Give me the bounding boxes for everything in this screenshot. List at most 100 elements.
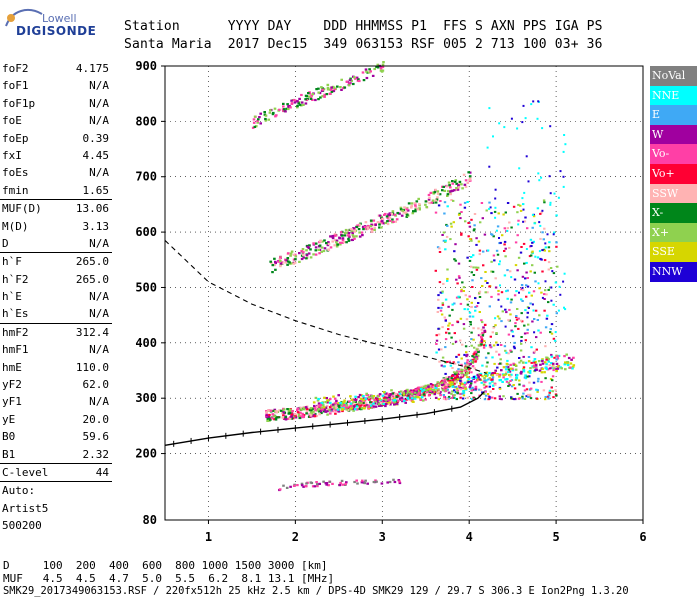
spread-point [444, 298, 448, 301]
spread-point [498, 263, 501, 266]
echo-point [477, 350, 480, 354]
spread-point [443, 212, 446, 215]
spread-point [510, 397, 513, 400]
echo-point [376, 221, 380, 224]
spread-point [550, 323, 554, 326]
echo-point [358, 401, 361, 404]
echo-point [454, 188, 458, 192]
echo-point [357, 396, 360, 399]
spread-point [506, 359, 509, 362]
echo-point [441, 189, 444, 192]
spread-point [540, 211, 543, 214]
spread-point [457, 275, 461, 278]
echo-point [365, 76, 369, 80]
echo-point [453, 382, 456, 385]
spread-point [469, 323, 472, 326]
spread-point [537, 100, 540, 103]
echo-point [474, 388, 477, 391]
echo-point [480, 341, 484, 344]
param-value: 1.65 [82, 183, 110, 197]
spread-point [535, 388, 538, 391]
spread-point [542, 238, 545, 241]
echo-point [563, 355, 566, 358]
echo-point [352, 227, 355, 230]
echo-point [319, 96, 322, 99]
param-label: D [2, 236, 9, 250]
spread-point [481, 321, 484, 324]
echo-point [352, 405, 356, 408]
echo-point [374, 405, 378, 408]
echo-point [445, 378, 448, 381]
echo-point [331, 482, 334, 485]
echo-point [373, 226, 376, 229]
spread-point [448, 332, 451, 335]
echo-point [323, 396, 326, 399]
spread-point [455, 278, 458, 281]
echo-point [279, 256, 282, 259]
echo-point [545, 363, 548, 366]
spread-point [488, 107, 491, 110]
echo-point [445, 386, 448, 389]
spread-point [521, 395, 524, 398]
echo-point [358, 223, 361, 226]
spread-point [450, 392, 453, 395]
spread-point [548, 364, 551, 367]
spread-point [437, 298, 440, 301]
spread-point [501, 310, 504, 313]
echo-point [432, 388, 436, 392]
echo-point [314, 242, 318, 245]
echo-point [386, 400, 389, 403]
echo-point [450, 374, 454, 377]
spread-point [507, 371, 510, 374]
echo-point [376, 63, 380, 66]
spread-point [470, 256, 473, 258]
spread-point [558, 285, 561, 288]
echo-point [396, 212, 400, 215]
echo-point [255, 125, 258, 128]
echo-point [290, 99, 293, 102]
echo-point [375, 399, 379, 403]
spread-point [517, 256, 521, 259]
echo-point [565, 353, 568, 356]
echo-point [307, 92, 310, 95]
echo-point [304, 98, 307, 101]
spread-point [482, 264, 485, 267]
spread-point [542, 199, 546, 202]
spread-point [461, 387, 465, 390]
spread-point [548, 389, 552, 392]
echo-point [329, 88, 333, 91]
echo-point [384, 404, 387, 408]
echo-point [404, 398, 407, 401]
legend-item-vo-: Vo- [650, 144, 697, 164]
echo-point [358, 231, 361, 234]
echo-point [326, 83, 330, 86]
echo-point [412, 396, 415, 399]
spread-point [564, 308, 567, 311]
echo-point [320, 86, 323, 89]
param-value: N/A [89, 96, 109, 110]
echo-point [524, 374, 527, 377]
param-row: h`E N/A [0, 288, 112, 305]
spread-point [500, 305, 503, 308]
spread-point [529, 370, 532, 372]
spread-point [472, 375, 476, 378]
spread-point [455, 296, 459, 299]
spread-point [451, 396, 454, 399]
echo-point [290, 417, 293, 420]
echo-point [451, 189, 455, 192]
echo-point [474, 360, 477, 363]
spread-point [522, 366, 526, 369]
spread-point [510, 117, 513, 120]
spread-point [450, 225, 453, 228]
echo-point [264, 117, 267, 121]
echo-point [384, 402, 388, 406]
echo-point [381, 220, 384, 223]
echo-point [349, 77, 352, 80]
echo-point [473, 381, 477, 384]
spread-point [470, 331, 473, 334]
echo-point [269, 109, 272, 112]
echo-point [300, 484, 304, 487]
echo-point [458, 370, 462, 373]
echo-point [263, 111, 266, 114]
